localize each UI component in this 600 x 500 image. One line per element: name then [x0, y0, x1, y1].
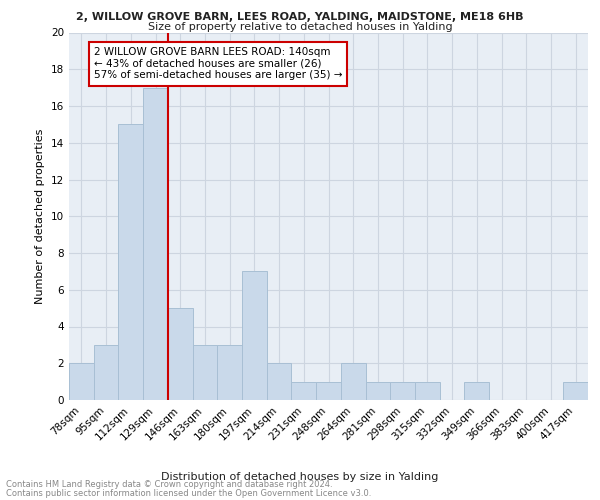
Bar: [94, 345, 118, 400]
Bar: [341, 363, 365, 400]
Bar: [193, 345, 217, 400]
Bar: [292, 382, 316, 400]
Bar: [69, 363, 94, 400]
Text: Contains public sector information licensed under the Open Government Licence v3: Contains public sector information licen…: [6, 488, 371, 498]
Bar: [365, 382, 390, 400]
Text: 2 WILLOW GROVE BARN LEES ROAD: 140sqm
← 43% of detached houses are smaller (26)
: 2 WILLOW GROVE BARN LEES ROAD: 140sqm ← …: [94, 47, 342, 80]
Bar: [242, 272, 267, 400]
Bar: [143, 88, 168, 400]
Bar: [390, 382, 415, 400]
Y-axis label: Number of detached properties: Number of detached properties: [35, 128, 46, 304]
Bar: [563, 382, 588, 400]
Bar: [267, 363, 292, 400]
Bar: [415, 382, 440, 400]
Bar: [316, 382, 341, 400]
Bar: [168, 308, 193, 400]
Bar: [118, 124, 143, 400]
Text: Size of property relative to detached houses in Yalding: Size of property relative to detached ho…: [148, 22, 452, 32]
Bar: [464, 382, 489, 400]
Text: Contains HM Land Registry data © Crown copyright and database right 2024.: Contains HM Land Registry data © Crown c…: [6, 480, 332, 489]
Text: 2, WILLOW GROVE BARN, LEES ROAD, YALDING, MAIDSTONE, ME18 6HB: 2, WILLOW GROVE BARN, LEES ROAD, YALDING…: [76, 12, 524, 22]
Text: Distribution of detached houses by size in Yalding: Distribution of detached houses by size …: [161, 472, 439, 482]
Bar: [217, 345, 242, 400]
